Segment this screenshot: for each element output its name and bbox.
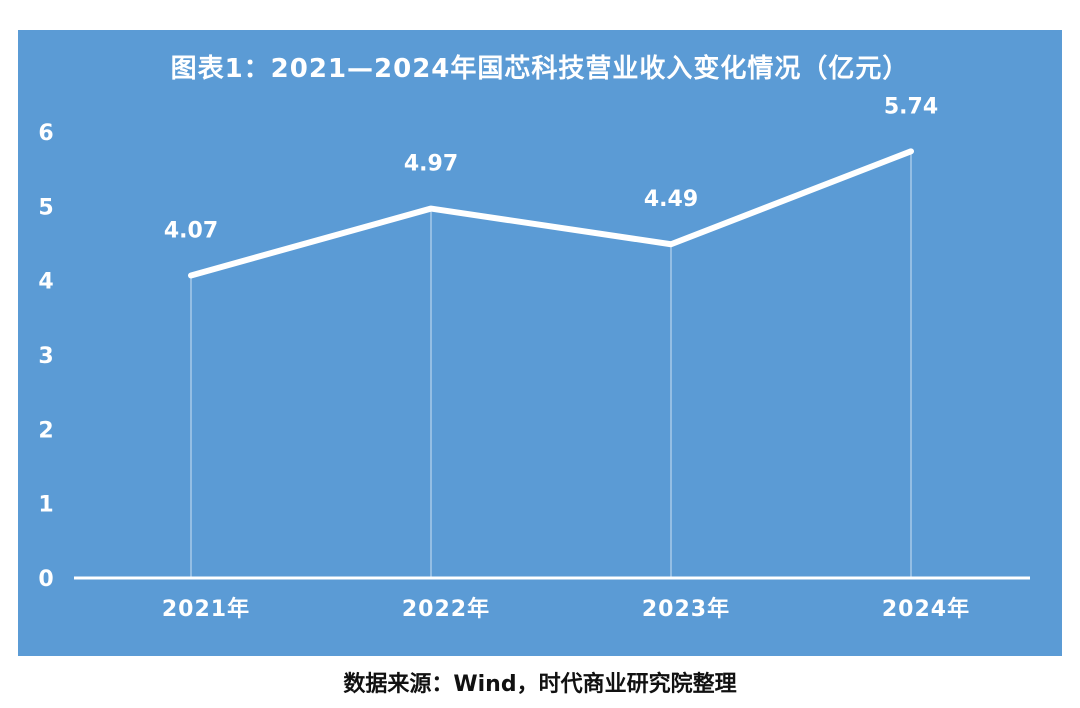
data-label: 5.74 <box>884 94 938 119</box>
data-label: 4.49 <box>644 187 698 212</box>
data-label: 4.07 <box>164 218 218 243</box>
y-tick-label: 1 <box>38 493 53 518</box>
series-line-path <box>188 148 914 279</box>
y-tick-label: 5 <box>38 195 53 220</box>
x-axis-labels: 2021年 2022年 2023年 2024年 <box>162 596 970 622</box>
chart-panel: 图表1：2021—2024年国芯科技营业收入变化情况（亿元） 0 1 2 3 4 5 6 2… <box>18 30 1062 656</box>
y-tick-label: 4 <box>38 270 53 295</box>
x-tick-label: 2024年 <box>882 596 970 622</box>
chart-title: 图表1：2021—2024年国芯科技营业收入变化情况（亿元） <box>170 54 910 84</box>
x-tick-label: 2022年 <box>402 596 490 622</box>
source-note: 数据来源：Wind，时代商业研究院整理 <box>343 672 737 697</box>
y-tick-label: 2 <box>38 418 53 443</box>
data-label: 4.97 <box>404 152 458 177</box>
series-line <box>188 148 914 279</box>
y-tick-label: 0 <box>38 567 53 592</box>
y-axis: 0 1 2 3 4 5 6 <box>38 121 53 592</box>
line-chart: 0 1 2 3 4 5 6 2021年 2022年 2023年 2024年 4.07 4.97 4.4… <box>38 94 1030 622</box>
y-tick-label: 3 <box>38 344 53 369</box>
drop-lines <box>190 151 912 578</box>
y-tick-label: 6 <box>38 121 53 146</box>
x-tick-label: 2023年 <box>642 596 730 622</box>
x-tick-label: 2021年 <box>162 596 250 622</box>
data-labels: 4.07 4.97 4.49 5.74 <box>164 94 938 243</box>
